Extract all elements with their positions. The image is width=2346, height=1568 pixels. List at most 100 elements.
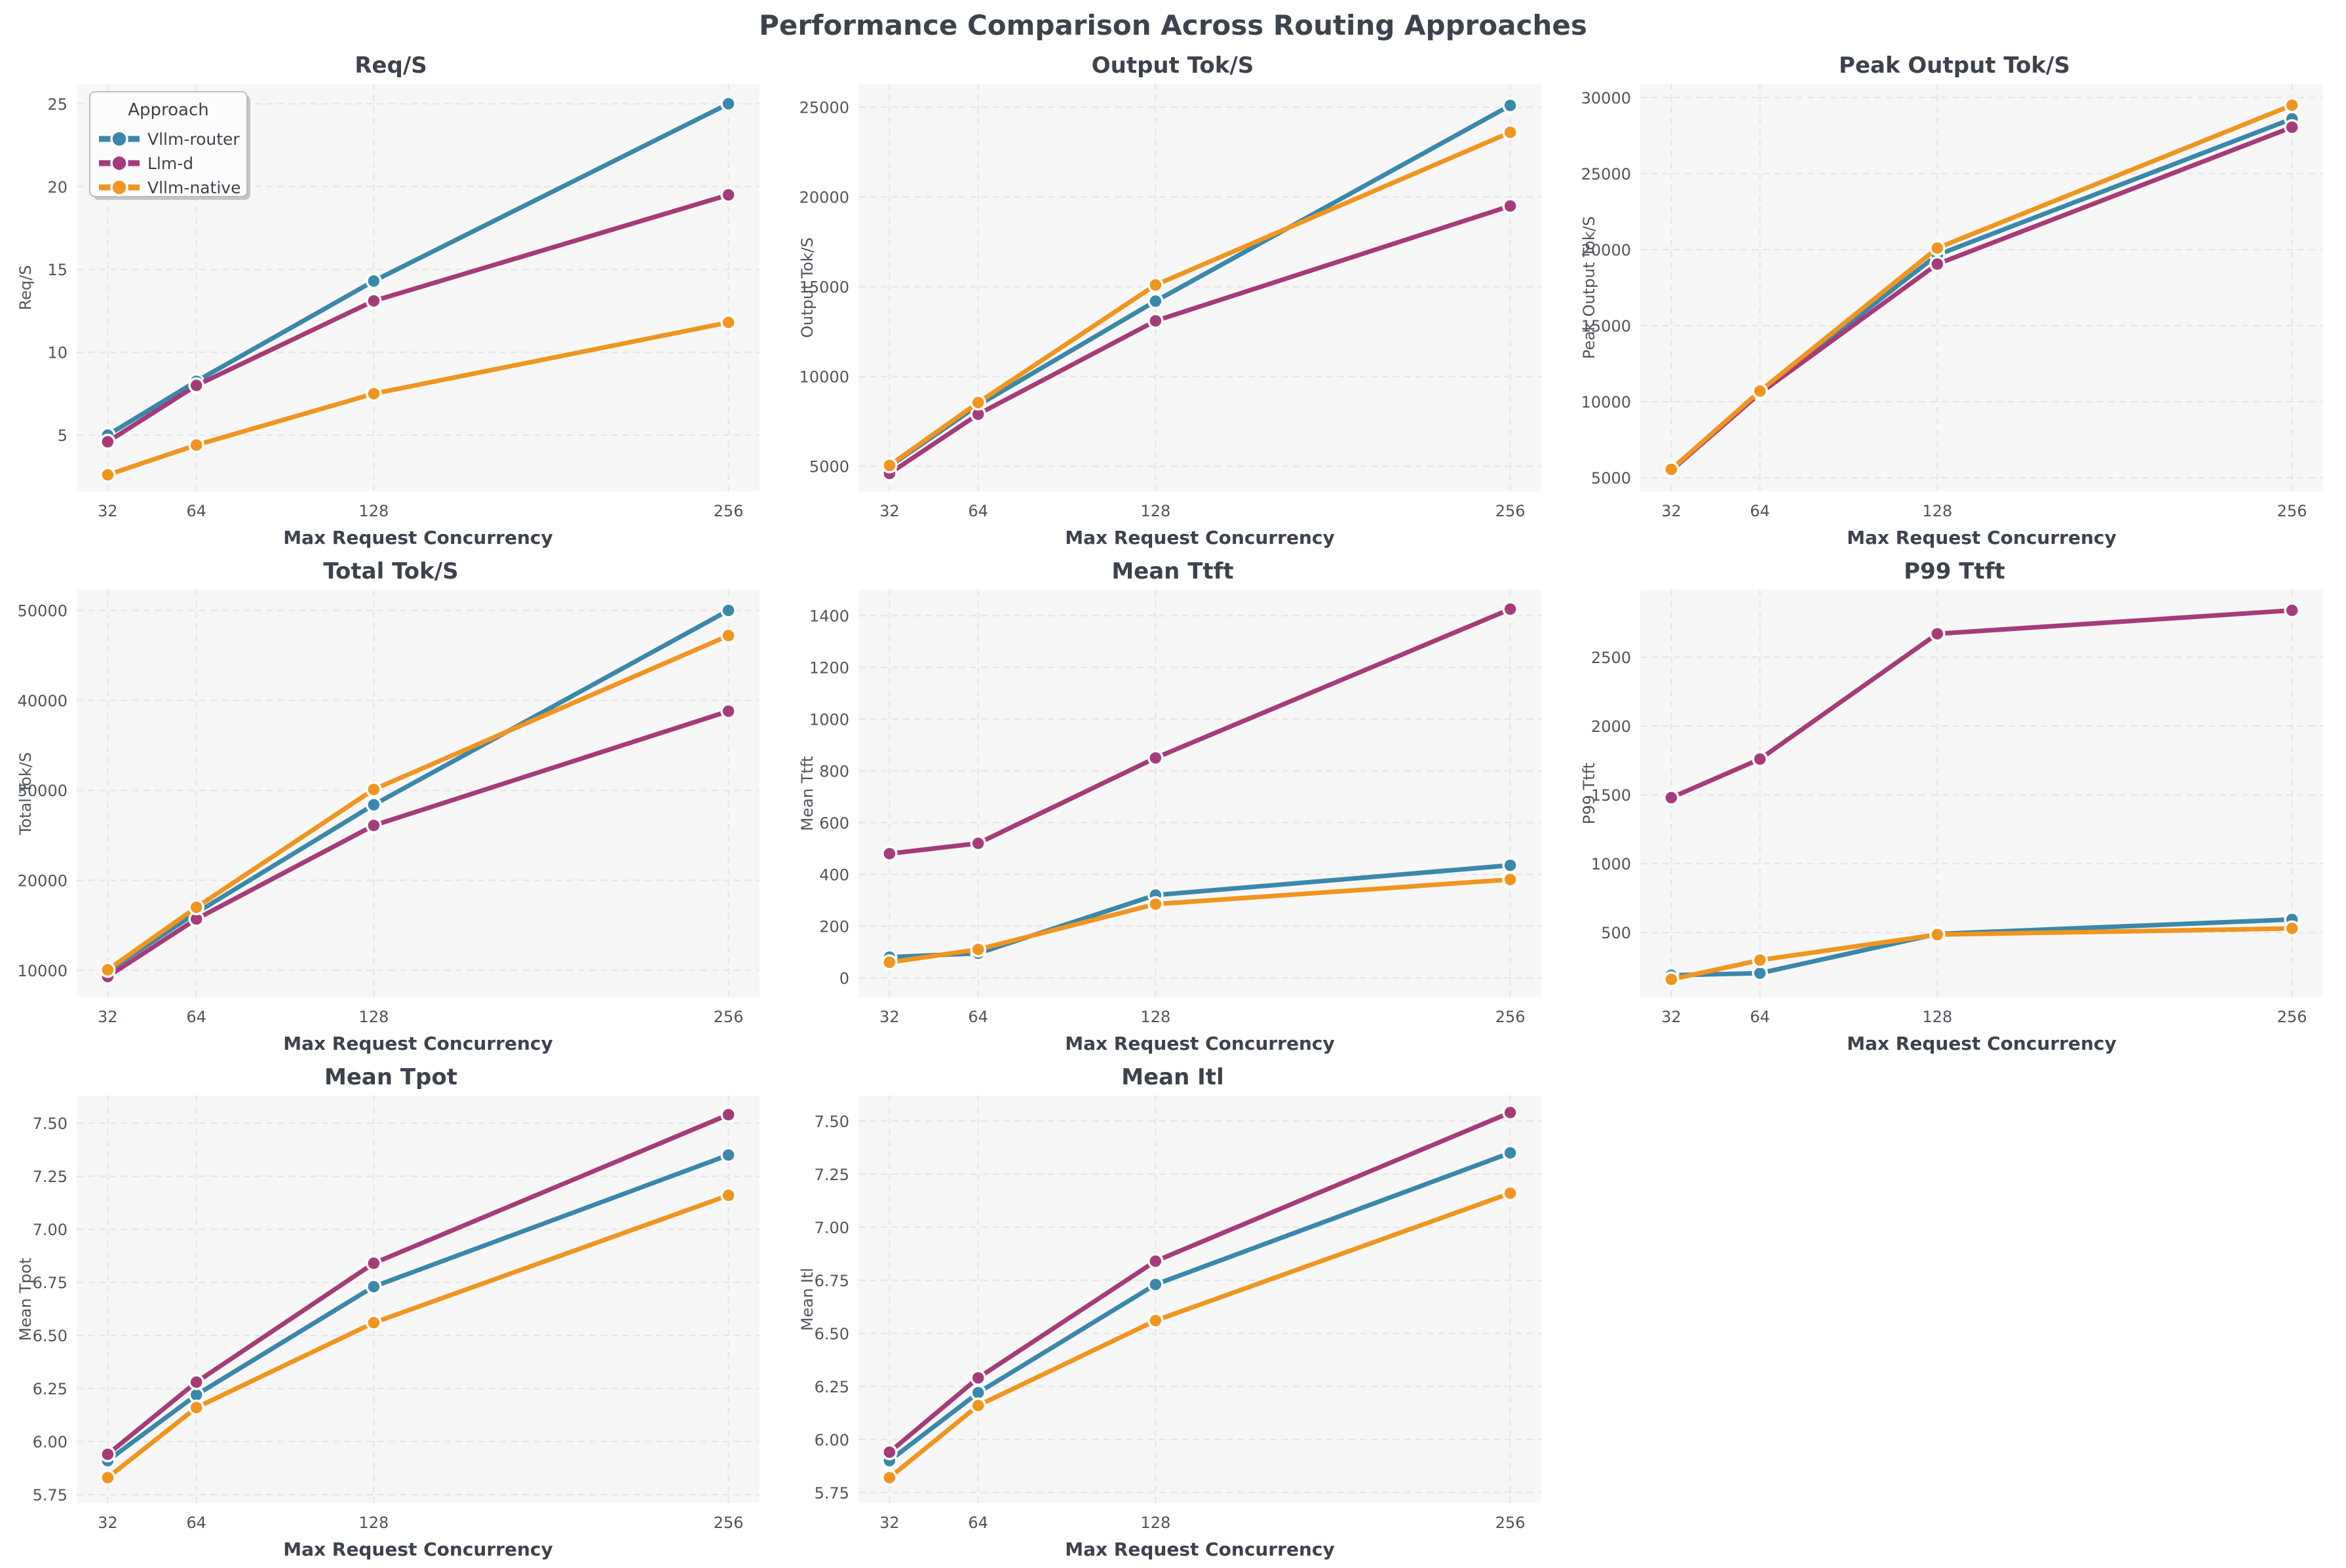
y-tick-label: 10000 [17,962,67,980]
chart-mean-ttft: 32 64 128 256 0 200 400 600 800 1000 1200 1400 Max R… [798,590,1541,1054]
y-axis-label: P99 Ttft [1580,763,1598,824]
x-tick-label: 256 [1495,1008,1525,1026]
data-point-vllm-router [720,96,737,112]
y-tick-label: 6.50 [32,1327,67,1345]
data-point-vllm-native [99,961,116,978]
series-line-vllm-router [887,1150,1512,1463]
y-tick-label: 20 [47,178,67,197]
empty-cell [1564,1059,2345,1565]
data-point-vllm-native [969,1397,986,1414]
x-axis-label: Max Request Concurrency [283,1033,553,1054]
data-point-vllm-router [1751,965,1768,982]
data-point-vllm-native [2283,97,2300,113]
data-point-llm-d [365,817,382,833]
x-tick-label: 256 [1495,502,1525,520]
series-line-vllm-native [1668,102,2294,472]
y-tick-label: 6.25 [814,1378,849,1396]
data-point-vllm-router [720,1147,737,1163]
data-point-vllm-native [1663,461,1680,478]
x-axis-label: Max Request Concurrency [283,1539,553,1559]
data-point-vllm-native [969,941,986,958]
y-tick-label: 20000 [17,872,67,890]
x-tick-label: 32 [1661,1008,1682,1026]
series-line-vllm-native [105,320,731,478]
x-tick-label: 256 [713,1514,743,1532]
y-tick-label: 5000 [809,458,849,476]
data-point-vllm-router [1501,857,1518,873]
data-point-vllm-router [1147,293,1164,309]
y-tick-label: 30000 [17,782,67,800]
y-axis-label: Mean Tpot [16,1257,35,1341]
y-tick-label: 1000 [809,710,849,729]
y-tick-label: 7.00 [814,1219,849,1237]
y-tick-label: 25 [47,95,67,113]
y-tick-label: 1200 [809,659,849,677]
series-line-vllm-native [1668,926,2294,982]
y-tick-label: 7.00 [32,1221,67,1239]
data-point-llm-d [1501,198,1518,214]
series-line-vllm-router [105,608,731,974]
data-point-vllm-native [99,1469,116,1486]
chart-mean-itl: 32 64 128 256 5.75 6.00 6.25 6.50 6.75 7.00 7.25 7.… [798,1096,1541,1559]
data-point-llm-d [1147,313,1164,329]
y-tick-label: 15000 [799,278,849,297]
data-point-llm-d [99,433,116,450]
x-tick-label: 128 [358,1008,389,1026]
y-tick-label: 15000 [1581,317,1630,335]
x-tick-label: 64 [186,1008,206,1026]
data-point-vllm-router [365,796,382,813]
x-tick-label: 128 [1922,502,1952,520]
x-tick-label: 128 [1922,1008,1952,1026]
y-axis-label: Output Tok/S [798,237,817,337]
legend-marker-vllm-native [109,178,128,197]
data-point-llm-d [1501,1104,1518,1121]
data-point-vllm-native [881,954,898,970]
data-point-vllm-native [99,467,116,483]
x-tick-label: 64 [186,502,206,520]
data-point-vllm-native [1147,277,1164,294]
x-tick-label: 32 [879,502,900,520]
data-point-vllm-router [365,273,382,290]
x-tick-label: 32 [98,1514,118,1532]
x-axis-label: Max Request Concurrency [1065,1539,1335,1559]
data-point-vllm-native [1929,927,1946,943]
chart-mean-tpot: 32 64 128 256 5.75 6.00 6.25 6.50 6.75 7.00 7.25 7.… [16,1096,760,1559]
y-axis-label: Mean Ttft [798,756,817,832]
series-line-vllm-native [887,1191,1512,1480]
data-point-vllm-router [1501,1145,1518,1161]
x-tick-label: 64 [1750,502,1770,520]
data-point-llm-d [720,703,737,719]
data-point-vllm-native [187,1399,204,1416]
y-tick-label: 400 [819,866,849,884]
data-point-vllm-native [1929,240,1946,256]
charts-grid: Req/S 32 64 128 256 5 10 15 20 25 Max Request Conc… [0,47,2346,1565]
chart-cell-p99-ttft: P99 Ttft 32 64 128 256 500 1000 1500 2000 2500 Max… [1564,553,2345,1059]
series-line-vllm-native [887,130,1512,468]
series-line-vllm-router [1668,917,2294,978]
y-tick-label: 1400 [809,607,849,625]
series-line-llm-d [887,203,1512,476]
page-title-text: Performance Comparison Across Routing Ap… [759,9,1587,41]
x-tick-label: 64 [186,1514,206,1532]
y-tick-label: 6.00 [32,1433,67,1451]
chart-title-mean-itl: Mean Itl [1121,1064,1224,1090]
x-tick-label: 64 [968,1514,988,1532]
y-axis-label: Total Tok/S [16,752,35,835]
x-tick-label: 32 [98,1008,118,1026]
y-tick-label: 6.00 [814,1431,849,1449]
y-tick-label: 5 [57,427,67,445]
data-point-vllm-native [2283,920,2300,937]
chart-req-s: 32 64 128 256 5 10 15 20 25 Max Request Concurren… [16,84,760,548]
data-point-vllm-native [1501,124,1518,141]
series-line-vllm-native [105,633,731,972]
y-tick-label: 6.50 [814,1325,849,1343]
data-point-vllm-native [720,627,737,644]
y-tick-label: 20000 [799,189,849,207]
series-line-vllm-native [887,877,1512,965]
data-point-vllm-native [1147,1312,1164,1329]
data-point-llm-d [1501,601,1518,617]
y-tick-label: 500 [1601,924,1631,942]
data-point-llm-d [187,1374,204,1390]
y-axis-label: Peak Output Tok/S [1580,216,1598,359]
x-axis-label: Max Request Concurrency [1847,527,2117,548]
